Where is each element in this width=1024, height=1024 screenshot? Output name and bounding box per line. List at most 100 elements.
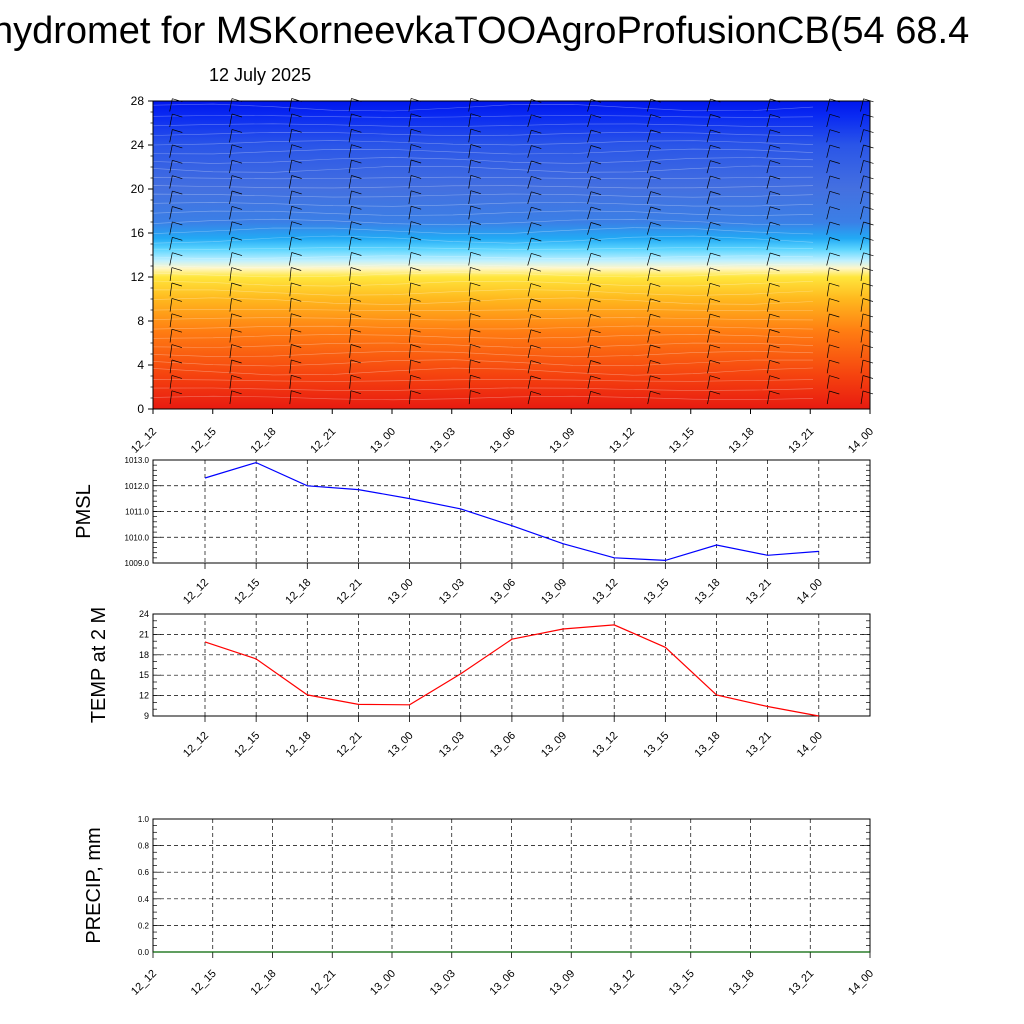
contour-line: [152, 148, 814, 155]
wind-barb-staff: [647, 391, 651, 405]
wind-barb-flag: [769, 344, 780, 349]
wind-barb-flag: [350, 374, 362, 379]
wind-barb-flag: [291, 374, 302, 379]
wind-barb-flag: [862, 344, 874, 349]
contour-line: [152, 308, 814, 312]
wind-barb-staff: [169, 160, 173, 174]
x-tick-label: 12_21: [334, 577, 364, 607]
wind-barb-staff: [468, 267, 471, 281]
wind-barb-staff: [646, 237, 652, 251]
wind-barb-flag: [531, 176, 542, 180]
wind-barb-staff: [169, 329, 173, 343]
wind-barb-staff: [767, 298, 770, 312]
wind-barb-staff: [860, 267, 864, 281]
wind-barb-staff: [229, 252, 233, 266]
wind-barb-staff: [826, 160, 831, 174]
contour-line: [152, 227, 814, 235]
wind-barb-flag: [710, 160, 721, 165]
wind-barb-flag: [590, 283, 601, 287]
y-tick-label: 0.4: [138, 895, 150, 904]
wind-barb-flag: [172, 206, 183, 210]
wind-barb-staff: [527, 176, 532, 189]
wind-barb-staff: [169, 237, 173, 251]
wind-barb-flag: [590, 252, 602, 257]
wind-barb-flag: [590, 114, 602, 119]
y-tick-label: 0.0: [138, 948, 150, 957]
wind-barb-flag: [863, 160, 874, 164]
wind-barb-staff: [229, 144, 233, 158]
wind-barb-flag: [470, 313, 481, 317]
wind-barb-staff: [646, 114, 652, 127]
wind-barb-staff: [468, 144, 472, 158]
wind-barb-staff: [767, 329, 770, 343]
wind-barb-flag: [863, 98, 874, 103]
wind-barb-staff: [587, 268, 591, 281]
x-tick-label: 13_15: [641, 730, 671, 760]
wind-barb-flag: [769, 282, 780, 287]
wind-barb-flag: [769, 129, 781, 134]
wind-barb-staff: [860, 344, 864, 358]
wind-barb-staff: [860, 191, 864, 204]
wind-barb-staff: [527, 329, 532, 343]
contour-line: [152, 367, 814, 376]
wind-barb-flag: [410, 359, 421, 364]
wind-barb-flag: [863, 175, 874, 180]
wind-barb-flag: [829, 282, 840, 287]
wind-barb-staff: [826, 129, 831, 143]
wind-barb-flag: [291, 267, 302, 271]
wind-barb-staff: [527, 222, 532, 235]
wind-barb-staff: [646, 160, 652, 174]
wind-barb-flag: [650, 329, 661, 333]
wind-barb-flag: [470, 221, 481, 225]
wind-barb-flag: [530, 329, 542, 334]
wind-barb-flag: [231, 129, 243, 133]
wind-barb-flag: [410, 221, 422, 225]
wind-barb-flag: [531, 253, 542, 257]
wind-barb-flag: [590, 145, 602, 149]
wind-barb-flag: [650, 175, 661, 180]
wind-barb-staff: [169, 298, 173, 312]
x-tick-label: 13_21: [786, 968, 816, 998]
wind-barb-staff: [766, 175, 771, 189]
x-tick-label: 13_18: [693, 730, 723, 760]
wind-barb-staff: [766, 114, 771, 127]
wind-barb-staff: [587, 237, 592, 251]
wind-barb-staff: [766, 237, 771, 251]
wind-barb-staff: [587, 345, 591, 358]
wind-barb-staff: [860, 298, 864, 312]
wind-barb-staff: [288, 237, 293, 251]
wind-barb-flag: [650, 237, 661, 242]
wind-barb-staff: [169, 390, 173, 405]
wind-barb-staff: [767, 360, 770, 374]
wind-barb-flag: [171, 390, 183, 395]
wind-barb-staff: [229, 206, 233, 220]
wind-barb-staff: [826, 206, 831, 220]
wind-barb-flag: [531, 237, 542, 242]
wind-barb-staff: [707, 298, 711, 312]
wind-barb-staff: [349, 298, 352, 312]
wind-barb-staff: [860, 114, 864, 127]
wind-barb-staff: [587, 283, 591, 297]
wind-barb-flag: [650, 313, 661, 318]
wind-barb-flag: [650, 283, 661, 287]
wind-barb-flag: [829, 390, 840, 395]
wind-barb-flag: [530, 267, 542, 272]
wind-barb-staff: [707, 344, 711, 358]
x-tick-label: 14_00: [795, 730, 825, 760]
wind-barb-flag: [710, 144, 721, 149]
wind-barb-staff: [767, 283, 770, 297]
wind-barb-flag: [171, 344, 183, 348]
wind-barb-flag: [172, 144, 183, 149]
wind-barb-flag: [350, 390, 362, 395]
wind-barb-flag: [172, 221, 183, 226]
y-tick-label: 0.2: [138, 921, 150, 930]
wind-barb-staff: [587, 222, 592, 235]
wind-barb-staff: [409, 329, 411, 343]
profile-x-tick-label: 13_15: [667, 426, 697, 456]
wind-barb-flag: [709, 359, 721, 364]
wind-barb-staff: [409, 267, 411, 281]
wind-barb-staff: [826, 360, 830, 374]
wind-barb-flag: [410, 236, 422, 241]
wind-barb-staff: [288, 160, 293, 174]
wind-barb-flag: [769, 144, 781, 149]
